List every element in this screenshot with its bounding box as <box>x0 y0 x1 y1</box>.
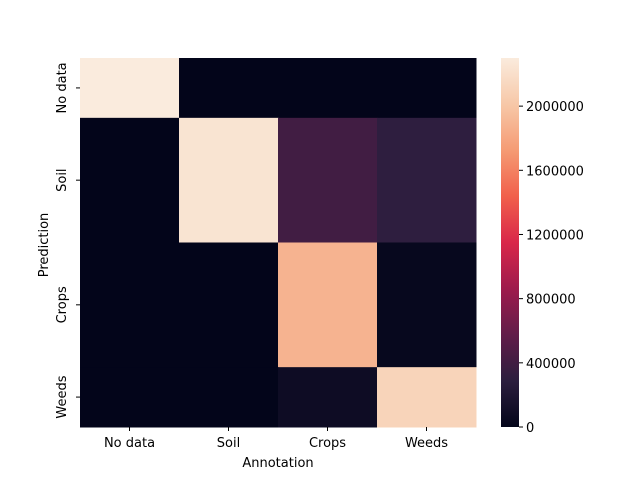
x-tick-label: Soil <box>217 436 240 451</box>
heatmap-cell <box>80 367 180 428</box>
y-tick-label: Soil <box>55 168 70 191</box>
x-tick-label: Weeds <box>405 436 448 451</box>
heatmap-cell <box>377 58 477 119</box>
heatmap-cell <box>278 58 378 119</box>
colorbar-tick-label: 400000 <box>526 357 576 372</box>
heatmap-cell <box>278 367 378 428</box>
heatmap-cell <box>179 117 279 243</box>
x-tick-label: No data <box>104 436 155 451</box>
x-tick-label: Crops <box>309 436 346 451</box>
heatmap-cell <box>377 242 477 368</box>
heatmap-cell <box>179 367 279 428</box>
heatmap-cell <box>377 117 477 243</box>
colorbar-ticks: 0 400000 800000 1200000 1600000 2000000 <box>519 100 584 436</box>
colorbar-tick-label: 0 <box>526 421 534 436</box>
heatmap-cell <box>179 58 279 119</box>
colorbar-tick-label: 2000000 <box>526 100 584 115</box>
heatmap-cell <box>278 242 378 368</box>
y-tick-label: Crops <box>55 286 70 323</box>
heatmap-cell <box>80 242 180 368</box>
x-axis-ticks: No data Soil Crops Weeds <box>104 427 448 451</box>
y-axis-label: Prediction <box>37 213 52 278</box>
y-axis-ticks: No data Soil Crops Weeds <box>55 62 80 419</box>
colorbar-tick-label: 1600000 <box>526 164 584 179</box>
colorbar-tick-label: 800000 <box>526 293 576 308</box>
heatmap-cells <box>80 58 477 428</box>
y-tick-label: Weeds <box>55 375 70 418</box>
colorbar-tick-label: 1200000 <box>526 228 584 243</box>
heatmap-cell <box>80 117 180 243</box>
colorbar: 0 400000 800000 1200000 1600000 2000000 <box>501 58 584 436</box>
x-axis-label: Annotation <box>242 456 313 471</box>
heatmap-cell <box>80 58 180 119</box>
heatmap-cell <box>377 367 477 428</box>
y-tick-label: No data <box>55 62 70 113</box>
heatmap-cell <box>278 117 378 243</box>
heatmap-cell <box>179 242 279 368</box>
colorbar-gradient <box>501 58 519 427</box>
